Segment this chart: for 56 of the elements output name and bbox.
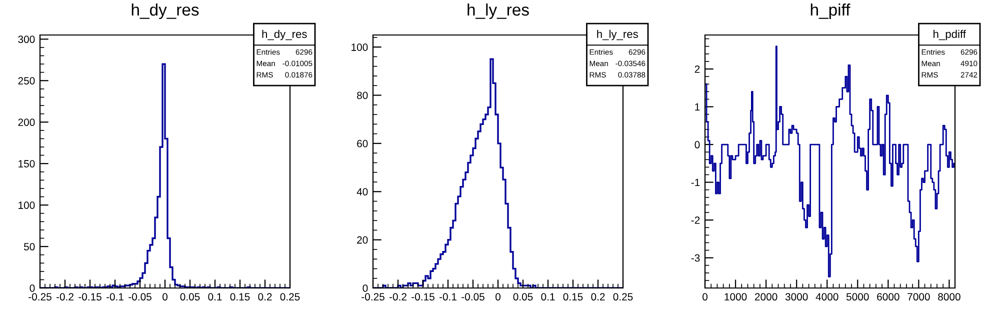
chart-title: h_dy_res [132, 3, 199, 20]
x-tick-label: 0.25 [280, 293, 300, 301]
x-tick-label: 0 [702, 293, 708, 301]
y-tick-label: 40 [356, 188, 368, 196]
x-tick-label: 0.25 [613, 293, 633, 301]
y-tick-label: 20 [357, 236, 368, 244]
x-tick-label: -0.25 [362, 293, 384, 301]
x-tick-label: -0.05 [462, 293, 484, 301]
x-tick-label: 7000 [908, 293, 930, 301]
x-tick-label: 0.2 [258, 293, 272, 301]
annotation: h_dy_res [262, 30, 307, 40]
chart-title: h_ly_res [468, 3, 529, 20]
y-tick-label: 80 [357, 92, 368, 100]
x-tick-label: 0.2 [591, 293, 605, 301]
y-tick-label: 300 [18, 36, 35, 44]
x-tick-label: 0.05 [180, 293, 200, 301]
y-tick-label: -3 [691, 254, 700, 262]
y-tick-label: -1 [691, 178, 700, 186]
y-tick-label: 60 [357, 140, 368, 148]
y-tick-label: 150 [18, 160, 35, 168]
y-tick-label: 250 [18, 77, 35, 84]
x-tick-label: 5000 [846, 293, 869, 301]
x-tick-label: -0.2 [56, 293, 74, 301]
x-tick-label: 0.15 [230, 293, 250, 301]
y-tick-label: -2 [691, 216, 700, 224]
x-tick-label: 0.05 [513, 293, 533, 301]
x-tick-label: -0.25 [28, 293, 52, 301]
x-tick-label: 1000 [724, 293, 747, 301]
x-tick-label: -0.15 [412, 293, 434, 301]
x-tick-label: -0.05 [128, 293, 152, 301]
x-tick-label: 0.15 [563, 293, 583, 301]
x-tick-label: 6000 [877, 293, 900, 301]
x-tick-label: -0.1 [439, 293, 456, 301]
y-tick-label: 1 [695, 103, 700, 111]
y-tick-label: 100 [352, 44, 368, 51]
y-tick-label: 0 [362, 284, 368, 292]
y-tick-label: 0 [30, 284, 35, 292]
x-tick-label: -0.15 [78, 293, 102, 301]
x-tick-label: 0 [496, 293, 500, 301]
chart-title: h_piff [810, 3, 850, 20]
x-tick-label: 8000 [938, 293, 960, 301]
x-tick-label: 0 [162, 293, 168, 301]
y-tick-label: 2 [694, 65, 700, 73]
x-tick-label: 2000 [754, 293, 778, 301]
x-tick-label: 3000 [785, 293, 808, 301]
x-tick-label: -0.2 [389, 293, 406, 301]
y-tick-label: 200 [18, 118, 35, 126]
annotation: h_ly_res [597, 30, 638, 40]
y-tick-label: 50 [24, 243, 35, 250]
y-tick-label: 100 [18, 202, 35, 209]
annotation: h_pdiff [934, 30, 966, 40]
x-tick-label: 4000 [816, 293, 838, 301]
y-tick-label: 0 [694, 141, 700, 148]
x-tick-label: -0.1 [106, 293, 124, 301]
x-tick-label: 0.1 [541, 293, 555, 301]
x-tick-label: 0.1 [208, 293, 222, 301]
